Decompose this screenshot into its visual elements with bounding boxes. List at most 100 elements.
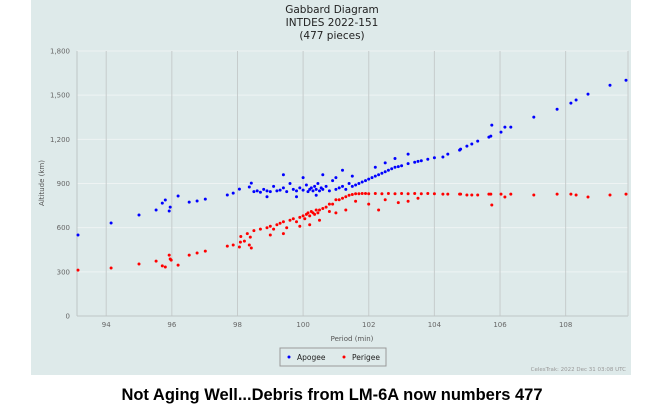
apogee-point — [167, 209, 171, 213]
perigee-point — [76, 268, 80, 272]
apogee-point — [377, 173, 381, 177]
perigee-point — [154, 259, 158, 263]
perigee-point — [163, 265, 167, 269]
apogee-point — [262, 187, 266, 191]
apogee-point — [416, 159, 420, 163]
perigee-point — [586, 195, 590, 199]
perigee-point — [347, 193, 351, 197]
y-tick-label: 1,500 — [50, 92, 70, 100]
apogee-point — [331, 179, 335, 183]
apogee-point — [295, 189, 298, 193]
chart-title-line-1: Gabbard Diagram — [285, 4, 379, 16]
perigee-point — [459, 192, 463, 196]
perigee-point — [301, 214, 305, 218]
perigee-point — [231, 243, 235, 247]
apogee-point — [291, 187, 295, 191]
perigee-point — [268, 224, 272, 228]
apogee-point — [350, 174, 354, 178]
legend-perigee-marker — [342, 355, 346, 359]
y-tick-label: 1,200 — [50, 136, 70, 144]
perigee-point — [446, 192, 450, 196]
apogee-point — [203, 197, 207, 201]
perigee-point — [555, 192, 559, 196]
perigee-point — [314, 208, 318, 212]
data-points — [76, 78, 628, 272]
x-tick-label: 104 — [428, 321, 442, 329]
apogee-point — [76, 233, 80, 237]
y-axis-ticks: 0 300 600 900 1,200 1,500 1,800 — [50, 48, 70, 321]
perigee-point — [419, 192, 423, 196]
perigee-point — [406, 199, 410, 203]
perigee-point — [308, 214, 312, 218]
apogee-point — [569, 101, 573, 105]
perigee-point — [195, 251, 199, 255]
perigee-point — [308, 223, 312, 227]
perigee-point — [367, 202, 371, 206]
perigee-point — [426, 192, 430, 195]
apogee-point — [383, 170, 387, 174]
apogee-point — [316, 182, 320, 185]
apogee-point — [490, 123, 494, 127]
perigee-point — [265, 226, 269, 230]
apogee-point — [176, 194, 180, 198]
apogee-point — [275, 189, 279, 193]
apogee-point — [396, 165, 400, 169]
apogee-point — [446, 152, 450, 156]
apogee-point — [419, 159, 423, 163]
x-tick-label: 98 — [233, 321, 242, 329]
apogee-point — [288, 182, 292, 185]
perigee-point — [285, 226, 289, 230]
x-axis-label: Period (min) — [331, 335, 374, 343]
perigee-point — [354, 192, 358, 196]
apogee-point — [272, 184, 276, 188]
apogee-point — [624, 78, 628, 82]
y-axis-label: Altitude (km) — [38, 160, 46, 206]
perigee-point — [400, 192, 404, 195]
apogee-point — [400, 164, 404, 168]
perigee-point — [334, 211, 338, 215]
perigee-point — [393, 192, 397, 196]
apogee-point — [406, 162, 410, 166]
apogee-point — [237, 187, 241, 191]
apogee-point — [344, 187, 348, 191]
x-tick-label: 94 — [102, 321, 111, 329]
apogee-point — [163, 198, 167, 202]
perigee-point — [380, 192, 384, 196]
apogee-point — [187, 200, 191, 204]
perigee-point — [137, 262, 141, 266]
y-tick-label: 300 — [57, 268, 70, 276]
perigee-point — [298, 215, 302, 219]
legend-item-apogee[interactable]: Apogee — [287, 353, 326, 362]
apogee-point — [555, 107, 559, 111]
perigee-point — [327, 210, 331, 213]
perigee-point — [413, 192, 417, 195]
apogee-point — [337, 186, 341, 190]
perigee-point — [225, 244, 229, 248]
apogee-point — [268, 190, 272, 194]
perigee-point — [416, 196, 420, 200]
perigee-point — [334, 198, 338, 202]
legend-item-perigee[interactable]: Perigee — [342, 353, 381, 362]
apogee-point — [306, 190, 310, 194]
apogee-point — [154, 208, 158, 212]
perigee-point — [295, 220, 298, 224]
perigee-point — [316, 211, 320, 215]
apogee-point — [350, 184, 354, 188]
apogee-point — [334, 187, 338, 191]
apogee-point — [313, 184, 317, 188]
apogee-point — [265, 195, 269, 199]
apogee-point — [470, 142, 474, 146]
perigee-point — [344, 195, 348, 199]
perigee-point — [489, 192, 493, 196]
caption: Not Aging Well...Debris from LM-6A now n… — [121, 386, 542, 404]
perigee-point — [281, 232, 285, 236]
perigee-point — [470, 193, 474, 197]
perigee-point — [303, 217, 307, 221]
y-tick-label: 0 — [66, 313, 70, 321]
apogee-point — [380, 171, 384, 175]
apogee-point — [309, 186, 313, 190]
perigee-point — [441, 192, 445, 196]
perigee-point — [396, 201, 400, 205]
legend-apogee-label: Apogee — [297, 353, 326, 362]
apogee-point — [357, 182, 361, 185]
